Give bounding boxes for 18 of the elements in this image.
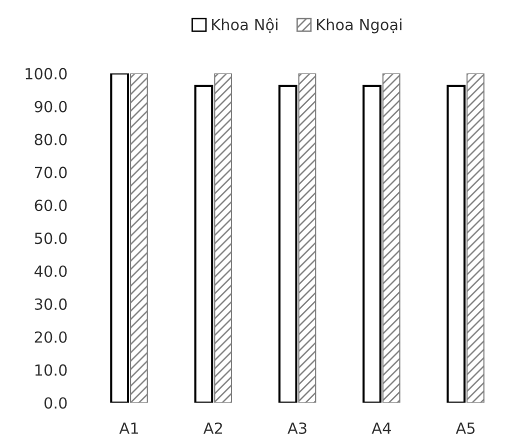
y-tick-label: 90.0	[34, 100, 67, 112]
legend-label: Khoa Ngoại	[317, 18, 402, 34]
x-tick-label: A4	[372, 422, 391, 434]
x-tick-label: A1	[119, 422, 138, 434]
y-tick-label: 80.0	[34, 134, 67, 146]
y-tick-label: 60.0	[34, 200, 67, 212]
y-tick-label: 50.0	[34, 232, 67, 244]
y-tick-label: 10.0	[35, 364, 67, 376]
y-tick-label: 40.0	[34, 265, 67, 278]
y-tick-label: 30.0	[34, 298, 67, 310]
x-tick-label: A3	[288, 422, 306, 434]
x-tick-label: A5	[456, 422, 475, 434]
y-tick-label: 0.0	[44, 397, 67, 409]
y-tick-label: 70.0	[35, 166, 67, 178]
legend-label: Khoa Nội	[212, 18, 278, 33]
x-tick-label: A2	[203, 422, 222, 434]
y-tick-label: 20.0	[34, 331, 67, 343]
y-tick-label: 100.0	[26, 68, 67, 80]
